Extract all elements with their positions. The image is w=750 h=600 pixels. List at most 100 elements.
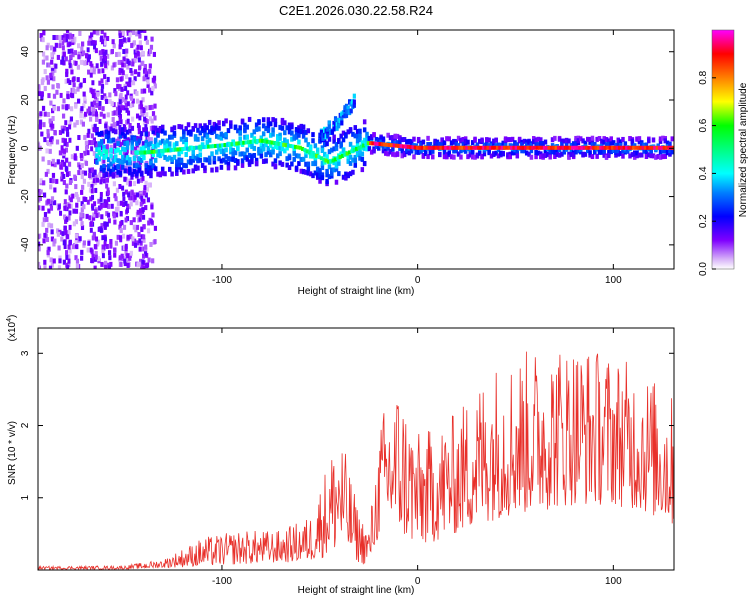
spectrogram-cell [81, 50, 86, 56]
spectrogram-cell [496, 153, 501, 159]
spectrogram-cell [348, 141, 353, 147]
spectrogram-cell [99, 151, 104, 157]
spectrogram-cell [146, 170, 151, 176]
spectrogram-cell [332, 126, 336, 132]
spectrogram-cell [52, 93, 57, 99]
spectrogram-cell [412, 136, 416, 142]
spectrogram-cell [285, 139, 289, 145]
spectrogram-cell [264, 152, 268, 158]
spectrogram-cell [179, 124, 184, 130]
spectrogram-cell [144, 168, 149, 174]
spectrogram-cell [113, 247, 117, 253]
spectrogram-cell [470, 140, 475, 146]
spectrogram-cell [76, 77, 80, 83]
spectrogram-cell [72, 221, 76, 227]
spectrogram-cell [112, 213, 116, 219]
spectrogram-cell [89, 196, 93, 202]
spectrogram-cell [118, 67, 122, 73]
spectrogram-cell [100, 83, 105, 89]
spectrogram-cell [529, 142, 534, 148]
spectrogram-cell [644, 153, 649, 159]
spectrogram-cell [294, 153, 299, 159]
spectrogram-ridge-cell [347, 150, 352, 155]
spectrogram-cell [104, 123, 108, 129]
spectrogram-ridge-cell [197, 145, 201, 150]
spectrogram-cell [56, 159, 60, 165]
spectrogram-cell [332, 134, 336, 140]
spectrogram-ridge-cell [160, 148, 164, 153]
spectrogram-cell [534, 141, 538, 147]
spectrogram-cell [553, 154, 557, 160]
spectrogram-cell [119, 119, 123, 125]
spectrogram-cell [126, 258, 131, 264]
spectrogram-cell [83, 150, 87, 156]
spectrogram-cell [205, 125, 210, 131]
spectrogram-cell [536, 150, 541, 156]
spectrogram-cell [151, 212, 155, 218]
spectrogram-cell [210, 151, 214, 157]
spectrogram-cell [138, 208, 142, 214]
spectrogram-cell [229, 147, 233, 153]
spectrogram-cell [637, 136, 642, 142]
spectrogram-cell [139, 146, 144, 152]
spectrogram-cell [524, 139, 529, 145]
spectrogram-cell [137, 30, 141, 35]
spectrogram-cell [140, 30, 144, 33]
spectrogram-cell [51, 84, 55, 90]
spectrogram-cell [351, 131, 355, 137]
spectrogram-cell [102, 144, 106, 150]
spectrogram-cell [136, 44, 140, 50]
spectrogram-cell [252, 153, 257, 159]
spectrogram-cell [88, 110, 92, 116]
spectrogram-cell [400, 137, 404, 143]
spectrogram-ridge-cell [336, 156, 340, 161]
spectrogram-ridge-cell [437, 145, 441, 150]
spectrogram-cell [79, 215, 83, 221]
spectrogram-cell [70, 69, 74, 75]
spectrogram-cell [94, 251, 98, 257]
spectrogram-cell [114, 206, 119, 212]
spectrogram-cell [66, 42, 70, 48]
spectrogram-cell [76, 64, 81, 70]
spectrogram-cell [264, 142, 268, 148]
spectrogram-cell [217, 125, 221, 131]
spectrogram-cell [496, 147, 501, 153]
spectrogram-cell [106, 187, 110, 193]
spectrogram-cell [45, 227, 49, 233]
spectrogram-cell [625, 148, 630, 154]
spectrogram-cell [186, 159, 191, 165]
spectrogram-cell [574, 149, 578, 155]
spectrogram-ridge-cell [195, 145, 199, 150]
spectrogram-cell [287, 165, 292, 171]
spectrogram-ridge-cell [397, 143, 401, 148]
spectrogram-cell [65, 217, 69, 223]
spectrogram-cell [94, 209, 98, 215]
spectrogram-ridge-cell [322, 157, 326, 162]
spectrogram-cell [616, 151, 621, 157]
spectrogram-cell [330, 129, 335, 135]
y-tick-label: 1 [20, 495, 31, 501]
spectrogram-cell [89, 247, 93, 253]
spectrogram-cell [41, 51, 46, 57]
spectrogram-cell [128, 157, 132, 163]
spectrogram-cell [68, 79, 72, 85]
spectrogram-ridge-cell [582, 145, 586, 150]
spectrogram-cell [360, 167, 365, 173]
spectrogram-cell [203, 123, 207, 129]
spectrogram-ridge-cell [533, 145, 537, 150]
spectrogram-cell [308, 153, 313, 159]
spectrogram-cell [186, 129, 191, 135]
spectrogram-cell [144, 124, 148, 130]
spectrogram-cell [144, 192, 148, 198]
spectrogram-cell [569, 151, 574, 157]
spectrogram-ridge-cell [279, 142, 284, 147]
spectrogram-cell [254, 157, 259, 163]
spectrogram-cell [179, 167, 184, 173]
spectrogram-cell [475, 152, 480, 158]
spectrogram-cell [67, 244, 71, 250]
spectrogram-cell [313, 143, 318, 149]
spectrogram-cell [548, 148, 552, 154]
spectrogram-cell [151, 128, 156, 134]
spectrogram-cell [327, 124, 331, 130]
spectrogram-cell [257, 147, 261, 153]
